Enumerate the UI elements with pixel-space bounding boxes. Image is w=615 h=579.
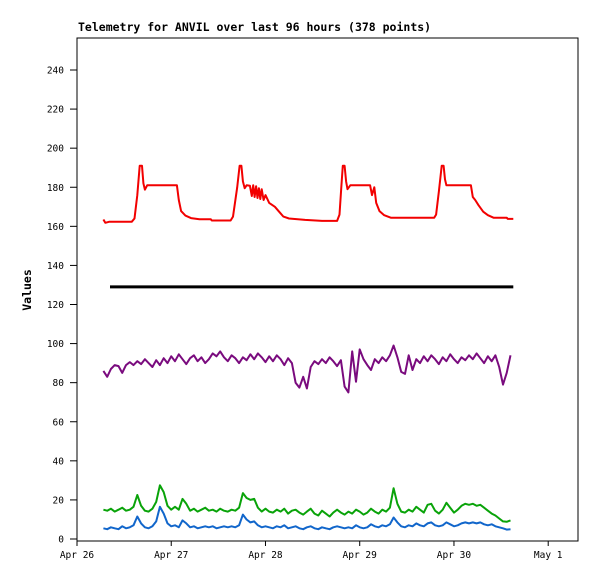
y-tick-label: 120 xyxy=(47,300,64,311)
axes-layer: 0 20 40 60 80 100 120 140 160 180 200 220 240 Apr 26 A… xyxy=(47,37,579,561)
x-tick-label: Apr 27 xyxy=(154,550,188,561)
y-tick-label: 80 xyxy=(53,378,65,389)
y-tick-label: 160 xyxy=(47,222,64,233)
y-tick-label: 220 xyxy=(47,105,64,116)
x-tick-label: Apr 29 xyxy=(343,550,378,561)
series-line-green-noisy xyxy=(103,484,511,523)
y-tick-label: 20 xyxy=(53,495,65,506)
y-tick-label: 0 xyxy=(58,535,64,546)
series-line-red-daily-cycle xyxy=(102,164,514,224)
y-axis-label: Values xyxy=(20,269,34,311)
x-tick-label: Apr 30 xyxy=(437,550,472,561)
y-tick-label: 180 xyxy=(47,183,64,194)
y-tick-label: 100 xyxy=(47,339,64,350)
y-tick-label: 40 xyxy=(53,456,65,467)
x-tick-label: Apr 28 xyxy=(248,550,283,561)
y-tick-label: 240 xyxy=(47,66,64,77)
series-line-blue-noisy xyxy=(103,505,511,531)
y-tick-label: 200 xyxy=(47,144,64,155)
series-line-purple-noisy xyxy=(102,344,512,394)
y-tick-label: 60 xyxy=(53,417,65,428)
series-layer xyxy=(102,164,514,531)
x-tick-label: Apr 26 xyxy=(60,550,95,561)
y-tick-label: 140 xyxy=(47,261,64,272)
x-tick-label: May 1 xyxy=(534,550,563,561)
chart-title: Telemetry for ANVIL over last 96 hours (… xyxy=(78,20,431,34)
plot-frame xyxy=(76,37,579,542)
